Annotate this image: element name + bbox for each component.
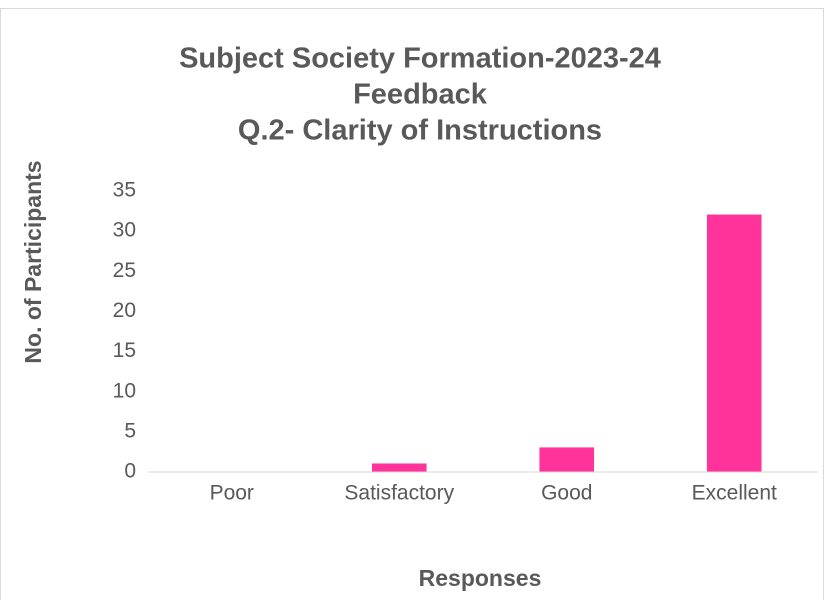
x-tick-label: Good bbox=[541, 482, 592, 505]
y-tick-label: 35 bbox=[113, 179, 136, 202]
y-axis-title: No. of Participants bbox=[20, 160, 46, 363]
x-tick-label: Excellent bbox=[692, 482, 777, 505]
bar bbox=[706, 214, 762, 473]
chart-title: Q.2- Clarity of Instructions bbox=[238, 115, 602, 147]
y-tick-label: 15 bbox=[113, 339, 136, 362]
y-tick-label: 20 bbox=[113, 299, 136, 322]
bar bbox=[371, 463, 427, 473]
chart-title: Subject Society Formation-2023-24 bbox=[179, 43, 661, 75]
chart-title: Feedback bbox=[353, 79, 488, 111]
bar bbox=[539, 447, 595, 473]
x-tick-label: Poor bbox=[210, 482, 254, 505]
x-tick-label: Satisfactory bbox=[344, 482, 454, 505]
y-tick-label: 30 bbox=[113, 219, 136, 242]
y-tick-label: 5 bbox=[124, 419, 136, 442]
y-tick-label: 0 bbox=[124, 460, 136, 483]
chart-border bbox=[0, 8, 824, 600]
y-tick-label: 25 bbox=[113, 259, 136, 282]
x-axis-title: Responses bbox=[419, 565, 542, 591]
y-tick-label: 10 bbox=[113, 379, 136, 402]
